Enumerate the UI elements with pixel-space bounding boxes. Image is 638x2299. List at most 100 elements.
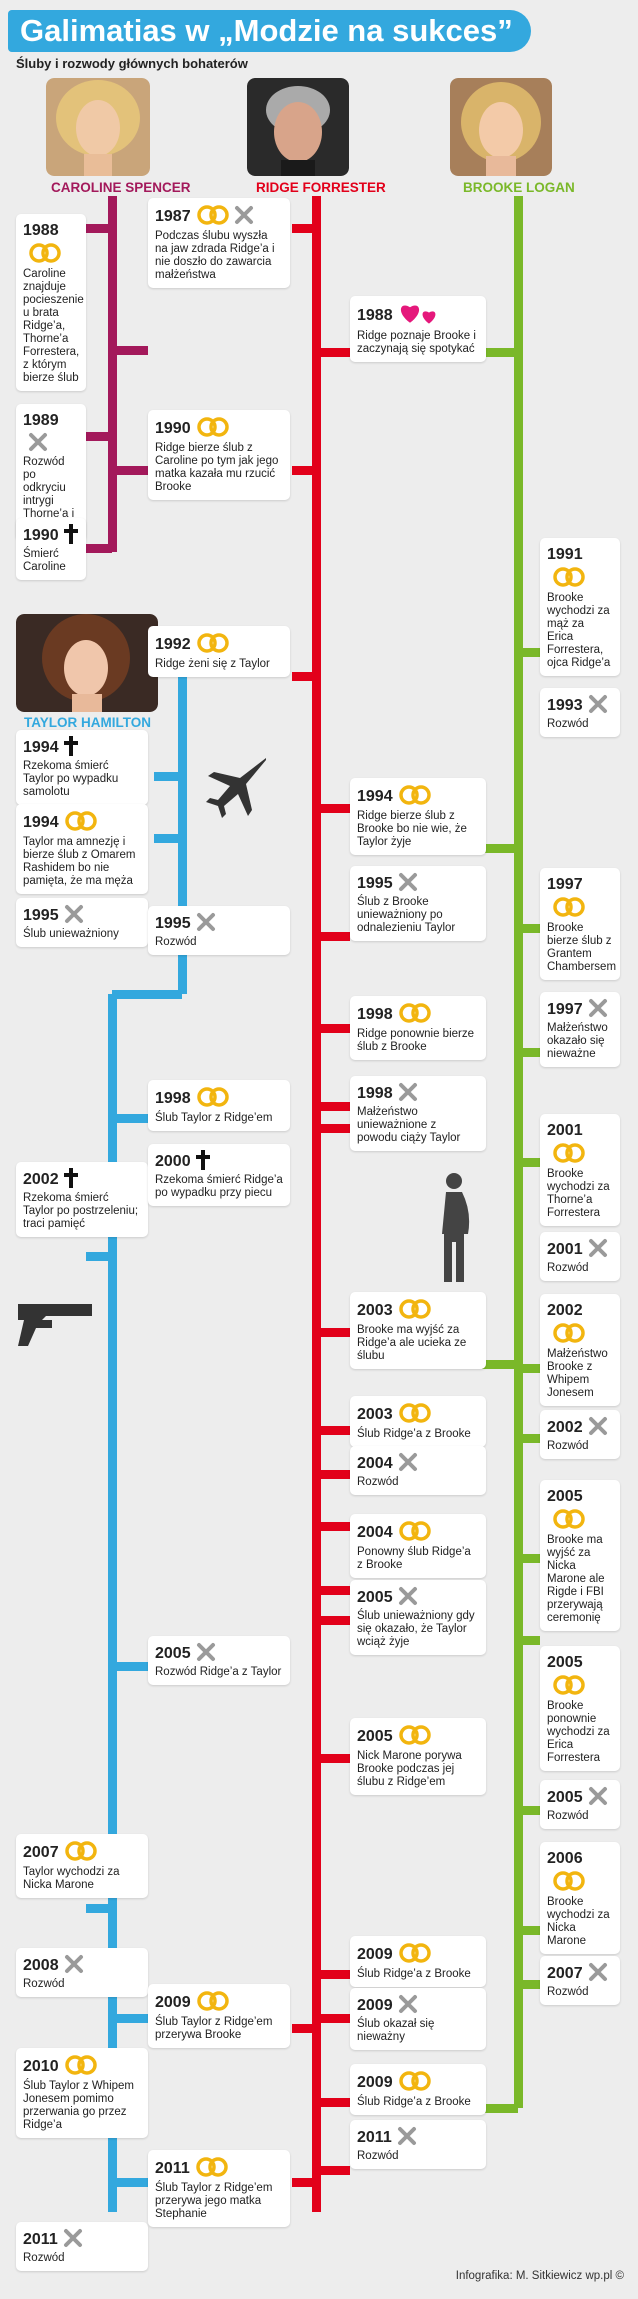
brooke-branch [482,347,518,357]
taylor-branch [154,833,182,843]
caroline-branch [86,431,112,441]
caroline-branch [112,345,148,355]
brooke-branch [518,1553,540,1563]
brooke-branch [482,843,518,853]
event-description: Ridge żeni się z Taylor [155,658,270,670]
wedding-rings-icon [398,1002,432,1028]
ridge-branch [316,1585,350,1595]
brooke-event-card: 2005 Brooke ponownie wychodzi za Erica Fo… [540,1646,620,1771]
pistol-icon [18,1304,92,1346]
event-year: 2002 [547,1302,583,1319]
brooke-event-card: 1993 Rozwód [540,688,620,737]
wedding-rings-icon [398,1402,432,1428]
event-description: Brooke ponownie wychodzi za Erica Forres… [547,1700,610,1764]
event-description: Taylor ma amnezję i bierze ślub z Omarem… [23,836,136,887]
event-year: 1995 [357,875,393,892]
event-year: 2001 [547,1122,583,1139]
ridge-event-card: 2004 Ponowny ślub Ridge’a z Brooke [350,1514,486,1578]
event-description: Rozwód [547,1810,589,1822]
death-cross-icon [63,736,78,760]
ridge-event-card: 2009 Ślub okazał się nieważny [350,1988,486,2050]
taylor-event-card: 1994 Rzekoma śmierć Taylor po wypadku sam… [16,730,148,805]
divorce-cross-icon [398,1082,418,1106]
footer-credit: Infografika: M. Sitkiewicz wp.pl © [455,2270,624,2282]
wedding-rings-icon [398,1520,432,1546]
mid-event-card: 2000 Rzekoma śmierć Ridge’a po wypadku pr… [148,1144,290,1206]
divorce-cross-icon [588,694,608,718]
divorce-cross-icon [397,2126,417,2150]
wedding-rings-icon [196,1990,230,2016]
pregnant-woman-icon [442,1173,470,1282]
death-cross-icon [63,1168,78,1192]
taylor-event-card: 2008 Rozwód [16,1948,148,1997]
event-year: 1992 [155,636,191,653]
event-year: 2000 [155,1153,191,1170]
ridge-branch [316,1425,350,1435]
event-year: 1987 [155,208,191,225]
page-subtitle: Śluby i rozwody głównych bohaterów [16,56,248,71]
caroline-event-card: 1990 Śmierć Caroline [16,518,86,580]
ridge-event-card: 1994 Ridge bierze ślub z Brooke bo nie wi… [350,778,486,855]
brooke-branch [482,2103,518,2113]
ridge-line [311,196,321,2212]
wedding-rings-icon [398,2070,432,2096]
brooke-event-card: 1991 Brooke wychodzi za mąż za Erica Forr… [540,538,620,676]
event-description: Rozwód Ridge’a z Taylor [155,1666,282,1678]
divorce-cross-icon [196,1642,216,1666]
event-description: Brooke wychodzi za mąż za Erica Forreste… [547,592,611,669]
taylor-event-card: 2002 Rzekoma śmierć Taylor po postrzeleni… [16,1162,148,1237]
taylor-portrait [16,614,158,712]
event-year: 1995 [23,907,59,924]
brooke-branch [482,1359,518,1369]
ridge-branch [292,2023,316,2033]
event-description: Ridge bierze ślub z Caroline po tym jak … [155,442,279,493]
ridge-branch [292,2177,316,2187]
ridge-branch [316,2013,350,2023]
event-year: 2008 [23,1957,59,1974]
ridge-branch [316,347,350,357]
event-description: Ridge poznaje Brooke i zaczynają się spo… [357,330,476,355]
event-year: 2002 [547,1419,583,1436]
brooke-event-card: 1997 Brooke bierze ślub z Grantem Chamber… [540,868,620,980]
event-year: 2010 [23,2058,59,2075]
wedding-rings-icon [398,1942,432,1968]
mid-event-card: 1998 Ślub Taylor z Ridge’em [148,1080,290,1131]
mid-event-card: 2005 Rozwód Ridge’a z Taylor [148,1636,290,1685]
taylor-event-card: 1994 Taylor ma amnezję i bierze ślub z Om… [16,804,148,894]
caroline-event-card: 1988 Caroline znajduje pocieszenie u brat… [16,214,86,391]
wedding-rings-icon [552,1142,586,1168]
event-year: 2005 [155,1645,191,1662]
taylor-branch [112,1661,148,1671]
ridge-branch [316,1615,350,1625]
mid-event-card: 2011 Ślub Taylor z Ridge’em przerywa jego… [148,2150,290,2227]
wedding-rings-icon [64,810,98,836]
wedding-rings-icon [552,1322,586,1348]
caroline-branch [86,543,112,553]
event-year: 1990 [23,527,59,544]
event-year: 1998 [357,1085,393,1102]
event-description: Brooke wychodzi za Thorne’a Forrestera [547,1168,610,1219]
wedding-rings-icon [552,1674,586,1700]
event-description: Rozwód [547,1986,589,1998]
ridge-event-card: 2005 Nick Marone porywa Brooke podczas je… [350,1718,486,1795]
airplane-icon [206,758,266,818]
caroline-portrait [46,78,150,176]
hearts-icon [398,302,442,330]
ridge-name: RIDGE FORRESTER [256,180,386,195]
taylor-branch [86,1903,112,1913]
caroline-line [107,196,117,552]
divorce-cross-icon [398,1452,418,1476]
event-description: Rozwód [23,2252,65,2264]
wedding-rings-icon [552,566,586,592]
event-description: Caroline znajduje pocieszenie u brata Ri… [23,268,84,384]
death-cross-icon [195,1150,210,1174]
event-description: Rzekoma śmierć Ridge’a po wypadku przy p… [155,1174,283,1199]
caroline-branch [112,465,148,475]
ridge-event-card: 1998 Ridge ponownie bierze ślub z Brooke [350,996,486,1060]
caroline-branch [86,223,112,233]
event-description: Ślub Taylor z Ridge’em [155,1112,273,1124]
event-year: 2005 [547,1488,583,1505]
event-description: Ponowny ślub Ridge’a z Brooke [357,1546,471,1571]
divorce-cross-icon [64,1954,84,1978]
wedding-rings-icon [195,2156,229,2182]
